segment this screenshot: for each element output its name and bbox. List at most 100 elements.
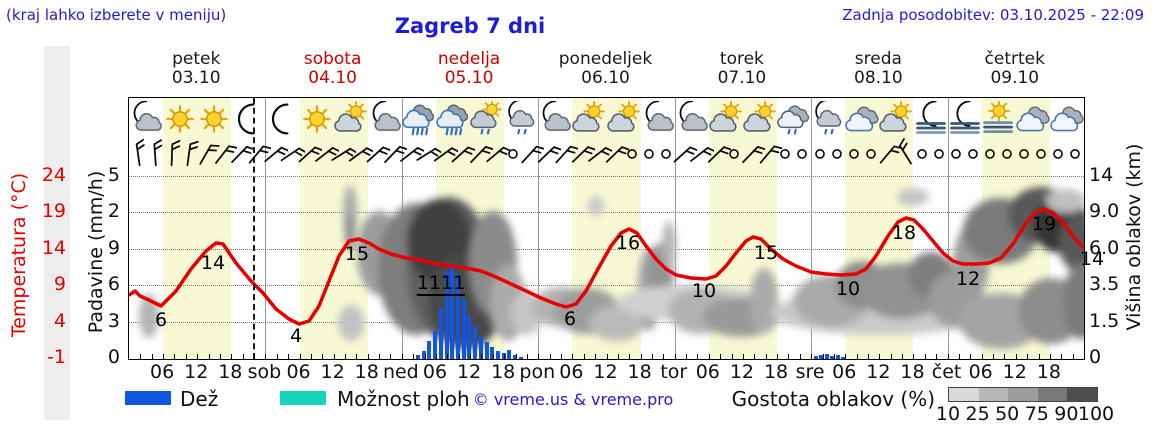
x-hour-label: 18 <box>763 361 789 383</box>
x-axis-tick <box>504 354 506 359</box>
temperature-curve <box>129 207 1084 326</box>
rain-bar <box>445 271 449 359</box>
data-series-layer <box>129 207 1084 359</box>
rain-bar <box>485 342 489 359</box>
temp-tick-label: 4 <box>53 310 66 332</box>
temp-tick-label: 14 <box>41 237 66 259</box>
x-axis-tick <box>697 354 699 359</box>
rain-bar <box>422 351 426 359</box>
x-axis-tick <box>333 354 335 359</box>
x-axis-tick <box>572 354 574 359</box>
x-axis-tick <box>310 354 312 359</box>
calm-wind-icon <box>1070 149 1081 159</box>
day-date: 05.10 <box>444 68 494 88</box>
x-axis-tick <box>913 354 915 359</box>
x-hour-label: 12 <box>184 361 209 383</box>
x-hour-label: 18 <box>900 361 925 383</box>
night-partly-icon <box>537 101 573 137</box>
temperature-value-label: 6 <box>154 309 168 331</box>
cloud-tick-label: 0 <box>1089 346 1102 368</box>
x-hour-label: 06 <box>832 361 857 383</box>
x-axis-tick <box>481 354 483 359</box>
x-hour-label: 06 <box>286 361 311 383</box>
scale-tick-label: 10 <box>935 403 961 425</box>
x-axis-tick <box>219 354 221 359</box>
scale-segment <box>1008 388 1038 401</box>
page-title: Zagreb 7 dni <box>394 14 546 38</box>
x-axis-tick <box>174 354 176 359</box>
rain-icon <box>435 101 471 137</box>
x-day-abbrev-label: tor <box>660 361 688 383</box>
x-hour-label: 06 <box>968 361 993 383</box>
horizontal-gridline <box>129 249 1084 250</box>
x-hour-label: 18 <box>354 361 379 383</box>
moon-icon <box>230 101 266 137</box>
sun-fog-icon <box>981 101 1017 137</box>
x-day-abbrev-label: sob <box>247 361 282 383</box>
precip-axis-label: Padavine (mm/h) <box>85 137 107 367</box>
x-axis-tick <box>822 354 824 359</box>
day-partly-icon <box>742 101 778 137</box>
rain-bar <box>841 357 845 359</box>
x-axis-tick <box>140 354 142 359</box>
copyright-link[interactable]: © vreme.us & vreme.pro <box>472 390 674 409</box>
x-day-abbrev-label: pon <box>519 361 556 383</box>
rain-icon <box>401 101 437 137</box>
x-axis-tick <box>526 354 528 359</box>
scale-tick-label: 75 <box>1024 403 1049 425</box>
x-axis-tick <box>231 354 233 359</box>
temperature-value-label: 19 <box>1031 213 1057 235</box>
scale-tick-label: 50 <box>995 403 1020 425</box>
x-axis-tick <box>742 354 744 359</box>
cloud-tick-label: 3.5 <box>1089 273 1120 295</box>
axis-background-strip <box>44 46 70 420</box>
precip-tick-label: 3 <box>107 310 120 332</box>
rain-bar <box>479 336 483 359</box>
x-axis-tick <box>765 354 767 359</box>
sun-icon <box>299 101 335 137</box>
rain-bar <box>433 331 437 359</box>
cloud-density-blob <box>1063 263 1084 339</box>
rain-bar <box>836 355 840 359</box>
rain-bar <box>450 264 454 359</box>
rain-bar <box>462 299 466 359</box>
x-axis-tick <box>606 354 608 359</box>
x-axis-tick <box>549 354 551 359</box>
precip-tick-label: 9 <box>107 237 120 259</box>
x-hour-label: 18 <box>218 361 243 383</box>
temperature-value-label: 18 <box>891 222 917 244</box>
x-axis-tick <box>583 354 585 359</box>
cloud-density-blob <box>662 221 676 271</box>
x-axis-tick <box>538 354 540 359</box>
cloud-density-blob <box>139 294 159 338</box>
x-axis-tick <box>197 354 199 359</box>
cloud-tick-label: 6.0 <box>1089 237 1120 259</box>
day-date: 03.10 <box>171 68 221 88</box>
x-axis-tick <box>1015 354 1017 359</box>
scale-tick-label: 90 <box>1054 403 1079 425</box>
day-date: 09.10 <box>990 68 1040 88</box>
x-axis-tick <box>651 354 653 359</box>
cloudy-icon <box>1015 101 1051 137</box>
rain-bar <box>819 355 823 359</box>
temperature-value-label: 10 <box>835 278 861 300</box>
temp-tick-label: 24 <box>41 164 66 186</box>
rain-bar <box>439 308 443 359</box>
x-axis-tick <box>708 354 710 359</box>
x-axis-tick <box>674 354 676 359</box>
x-axis-tick <box>242 354 244 359</box>
cloud-density-blob <box>1059 215 1084 271</box>
day-header: sobota 04.10 <box>264 50 400 90</box>
temp-tick-label: -1 <box>47 346 66 368</box>
x-axis-tick <box>879 354 881 359</box>
x-axis-tick <box>617 354 619 359</box>
x-axis-tick <box>1049 354 1051 359</box>
day-separator-line <box>538 98 540 359</box>
night-partly-icon <box>640 101 676 137</box>
x-axis-tick <box>492 354 494 359</box>
temperature-value-label: 1111 <box>416 272 466 296</box>
x-axis-tick <box>936 354 938 359</box>
x-axis-tick <box>356 354 358 359</box>
night-drizzle-icon <box>503 101 539 137</box>
day-name: ponedeljek <box>558 49 653 69</box>
